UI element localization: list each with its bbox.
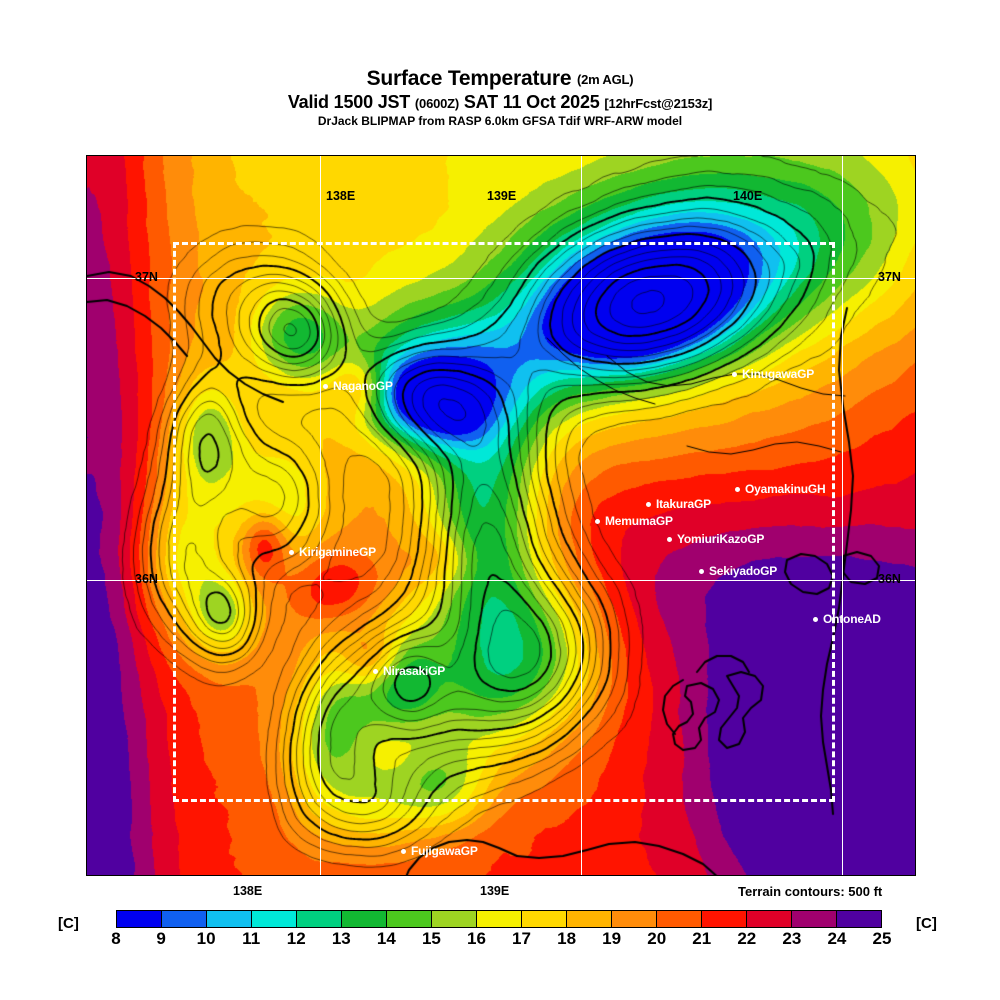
colorbar-tick-10: 10 (196, 929, 216, 948)
colorbar-swatch-14[interactable] (387, 911, 432, 927)
title-block: Surface Temperature (2m AGL) Valid 1500 … (0, 68, 1000, 127)
lat-label-36n-left: 36N (135, 572, 158, 586)
title-main-text: Surface Temperature (366, 67, 572, 90)
colorbar-swatch-8[interactable] (117, 911, 162, 927)
page-title: Surface Temperature (2m AGL) (0, 68, 1000, 89)
graticule-lat-37n (87, 278, 915, 279)
colorbar-tick-21: 21 (692, 929, 712, 948)
colorbar-swatch-16[interactable] (477, 911, 522, 927)
colorbar-swatch-24[interactable] (837, 911, 881, 927)
colorbar-tick-17: 17 (512, 929, 531, 948)
lon-label-139e-bottom: 139E (480, 884, 510, 898)
temperature-field-canvas (87, 156, 915, 875)
graticule-lon-140e (842, 156, 843, 875)
colorbar-tick-labels: 8 9 10 11 12 13 14 15 16 17 18 19 20 21 22 23 24 25 (111, 929, 891, 951)
graticule-lat-36n (87, 580, 915, 581)
colorbar-tick-20: 20 (647, 929, 667, 948)
graticule-lon-139e (581, 156, 582, 875)
model-source-line: DrJack BLIPMAP from RASP 6.0km GFSA Tdif… (317, 114, 683, 128)
lon-label-140e-top: 140E (733, 189, 763, 203)
colorbar-swatch-9[interactable] (162, 911, 207, 927)
colorbar-unit-left: [C] (58, 915, 79, 932)
colorbar-tick-14: 14 (376, 929, 396, 948)
colorbar-tick-24: 24 (827, 929, 847, 948)
valid-date: SAT 11 Oct 2025 (463, 92, 600, 112)
forecast-tag: [12hrFcst@2153z] (604, 96, 713, 111)
colorbar-swatch-20[interactable] (657, 911, 702, 927)
colorbar: [C] [C] 8 9 10 11 12 13 14 15 16 17 18 19 20 21 22 23 24… (0, 905, 1000, 955)
colorbar-swatch-15[interactable] (432, 911, 477, 927)
colorbar-tick-9: 9 (156, 929, 166, 948)
lon-label-138e-bottom: 138E (233, 884, 263, 898)
graticule-lon-138e (320, 156, 321, 875)
colorbar-tick-18: 18 (557, 929, 577, 948)
colorbar-tick-19: 19 (602, 929, 622, 948)
lat-label-37n-left: 37N (135, 270, 158, 284)
lon-label-139e-top: 139E (487, 189, 517, 203)
colorbar-swatch-10[interactable] (207, 911, 252, 927)
colorbar-swatches[interactable] (116, 910, 882, 928)
valid-utc-time: (0600Z) (414, 96, 460, 111)
title-level-text: (2m AGL) (576, 72, 634, 87)
colorbar-tick-25: 25 (872, 929, 892, 948)
colorbar-swatch-22[interactable] (747, 911, 792, 927)
colorbar-swatch-13[interactable] (342, 911, 387, 927)
colorbar-swatch-23[interactable] (792, 911, 837, 927)
colorbar-swatch-11[interactable] (252, 911, 297, 927)
colorbar-swatch-12[interactable] (297, 911, 342, 927)
colorbar-tick-12: 12 (286, 929, 306, 948)
lat-label-37n-right: 37N (878, 270, 901, 284)
valid-local-time: Valid 1500 JST (287, 92, 411, 112)
colorbar-swatch-19[interactable] (612, 911, 657, 927)
terrain-contour-note: Terrain contours: 500 ft (738, 884, 883, 899)
colorbar-unit-right: [C] (916, 915, 937, 932)
colorbar-tick-22: 22 (737, 929, 757, 948)
temperature-map[interactable]: 138E 139E 140E 37N 36N 37N 36N NaganoGP K… (86, 155, 916, 876)
colorbar-tick-13: 13 (331, 929, 351, 948)
colorbar-tick-11: 11 (242, 929, 261, 948)
colorbar-swatch-18[interactable] (567, 911, 612, 927)
colorbar-swatch-21[interactable] (702, 911, 747, 927)
colorbar-swatch-17[interactable] (522, 911, 567, 927)
colorbar-tick-23: 23 (782, 929, 802, 948)
colorbar-tick-8: 8 (111, 929, 121, 948)
colorbar-tick-16: 16 (467, 929, 486, 948)
colorbar-tick-15: 15 (421, 929, 441, 948)
lon-label-138e-top: 138E (326, 189, 356, 203)
valid-time-line: Valid 1500 JST (0600Z) SAT 11 Oct 2025 [… (0, 93, 1000, 111)
lat-label-36n-right: 36N (878, 572, 901, 586)
